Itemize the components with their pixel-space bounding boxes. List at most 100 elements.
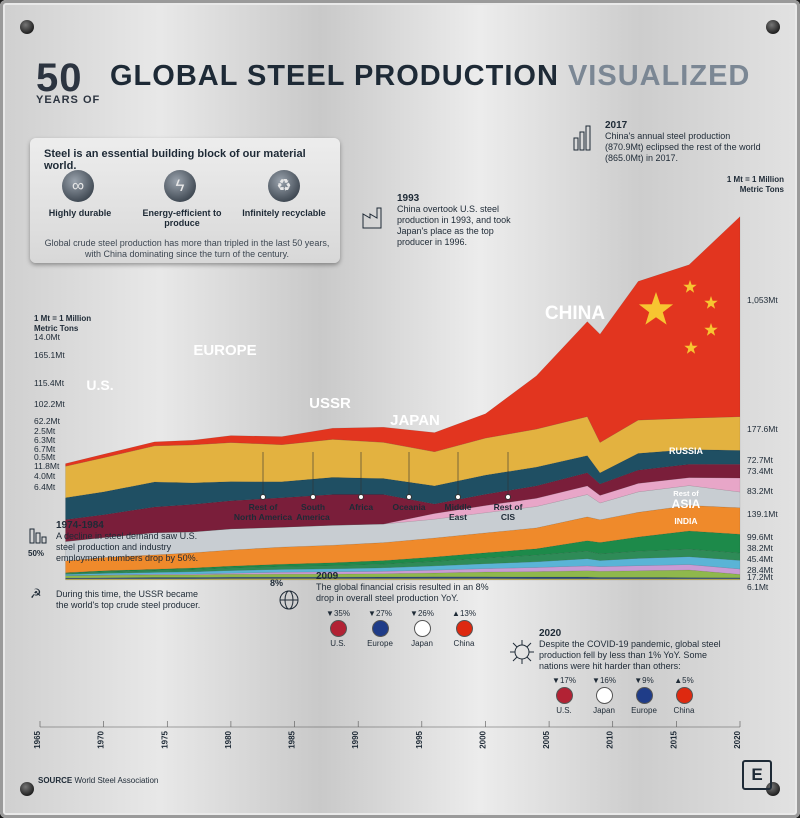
globe-icon: 8% xyxy=(270,578,302,610)
end-value-label: 72.7Mt xyxy=(747,455,774,465)
region-label: East xyxy=(449,512,467,522)
chart-rising-icon xyxy=(572,124,592,152)
flag-icon xyxy=(455,620,473,637)
region-label: Oceania xyxy=(392,502,425,512)
end-value-label: 38.2Mt xyxy=(747,543,774,553)
chain-link-icon: ∞ xyxy=(62,170,94,202)
change-value: ▼16% xyxy=(592,676,616,685)
unit-label-right: 1 Mt = 1 Million Metric Tons xyxy=(726,175,784,194)
screw-icon xyxy=(766,20,780,34)
annotation-ussr: During this time, the USSR became the wo… xyxy=(56,589,201,610)
info-box: Steel is an essential building block of … xyxy=(30,138,340,263)
x-tick-label: 2005 xyxy=(542,730,551,748)
screw-icon xyxy=(20,782,34,796)
leader-dot xyxy=(455,494,461,500)
source-label: SOURCE xyxy=(38,776,73,785)
start-value-label: 14.0Mt xyxy=(34,332,61,342)
end-value-label: 73.4Mt xyxy=(747,466,774,476)
star-icon xyxy=(704,323,718,336)
country-name: Europe xyxy=(367,639,393,648)
band-label: RUSSIA xyxy=(669,446,704,456)
country-name: Japan xyxy=(411,639,433,648)
country-change: ▼26% Japan xyxy=(402,609,442,648)
flag-icon xyxy=(675,687,693,704)
flag-icon xyxy=(413,620,431,637)
recycle-icon: ♻ xyxy=(268,170,300,202)
country-name: Japan xyxy=(593,706,615,715)
area-series-rest-of-cis xyxy=(65,477,741,542)
info-footer: Global crude steel production has more t… xyxy=(44,238,330,259)
info-item-label: Infinitely recyclable xyxy=(242,208,326,218)
x-tick-label: 1970 xyxy=(97,730,106,748)
annotation-badge: 8% xyxy=(270,578,284,588)
change-value: ▼26% xyxy=(410,609,434,618)
x-tick-label: 1965 xyxy=(33,730,42,748)
decline-chart-icon: 50% xyxy=(28,525,54,559)
publisher-logo: E xyxy=(742,760,772,790)
region-label: South xyxy=(301,502,325,512)
info-item-label: Energy-efficient to produce xyxy=(142,208,222,228)
annotation-2017: 2017 China's annual steel production (87… xyxy=(605,120,765,164)
screw-icon xyxy=(20,20,34,34)
title-part-a: GLOBAL STEEL PRODUCTION xyxy=(110,60,559,92)
annotation-year: 2017 xyxy=(605,120,628,131)
leader-dot xyxy=(260,494,266,500)
end-value-label: 28.4Mt xyxy=(747,565,774,575)
area-series-rest-of-asia xyxy=(65,505,741,573)
start-value-label: 6.3Mt xyxy=(34,435,56,445)
region-label: Middle xyxy=(445,502,472,512)
band-label: JAPAN xyxy=(390,412,440,429)
end-value-label: 45.4Mt xyxy=(747,554,774,564)
region-label: North America xyxy=(234,512,293,522)
start-value-label: 6.4Mt xyxy=(34,482,56,492)
virus-icon xyxy=(508,638,536,666)
area-series-u-s- xyxy=(65,449,741,520)
star-icon xyxy=(704,296,718,309)
leader-dot xyxy=(505,494,511,500)
country-change: ▲13% China xyxy=(444,609,484,648)
annotation-year: 1993 xyxy=(397,193,420,204)
info-heading: Steel is an essential building block of … xyxy=(44,148,306,172)
region-label: Rest of xyxy=(249,502,278,512)
country-name: U.S. xyxy=(556,706,572,715)
band-label: ASIA xyxy=(672,497,701,511)
source-text: World Steel Association xyxy=(74,776,159,785)
start-value-label: 11.8Mt xyxy=(34,461,60,471)
annotation-1993: 1993 China overtook U.S. steel productio… xyxy=(397,193,527,248)
source-note: SOURCE World Steel Association xyxy=(38,776,158,785)
annotation-text: The global financial crisis resulted in … xyxy=(316,582,489,603)
leader-dot xyxy=(406,494,412,500)
screw-icon xyxy=(766,782,780,796)
annotation-year: 2020 xyxy=(539,628,562,639)
x-tick-label: 1980 xyxy=(224,730,233,748)
country-change: ▼16% Japan xyxy=(584,676,624,715)
country-change: ▼35% U.S. xyxy=(318,609,358,648)
x-tick-label: 2000 xyxy=(478,730,487,748)
band-label: CHINA xyxy=(545,303,605,324)
annotation-badge: 50% xyxy=(28,549,45,558)
end-value-label: 83.2Mt xyxy=(747,486,774,496)
region-label: CIS xyxy=(501,512,516,522)
factory-icon xyxy=(360,200,390,230)
end-value-label: 139.1Mt xyxy=(747,509,778,519)
flag-icon xyxy=(595,687,613,704)
end-value-label: 99.6Mt xyxy=(747,532,774,542)
change-value: ▲13% xyxy=(452,609,476,618)
star-icon xyxy=(684,341,698,354)
star-icon xyxy=(638,292,674,325)
annotation-2020: 2020 Despite the COVID-19 pandemic, glob… xyxy=(539,628,734,672)
start-value-label: 2.5Mt xyxy=(34,426,56,436)
x-tick-label: 1995 xyxy=(415,730,424,748)
x-tick-label: 2010 xyxy=(606,730,615,748)
country-name: Europe xyxy=(631,706,657,715)
leader-dot xyxy=(358,494,364,500)
end-value-label: 17.2Mt xyxy=(747,572,774,582)
start-value-label: 4.0Mt xyxy=(34,471,56,481)
start-value-label: 62.2Mt xyxy=(34,416,61,426)
annotation-2009: 2009 The global financial crisis resulte… xyxy=(316,571,506,604)
x-tick-label: 1990 xyxy=(351,730,360,748)
end-value-label: 6.1Mt xyxy=(747,582,769,592)
x-tick-label: 2015 xyxy=(669,730,678,748)
country-change: ▼9% Europe xyxy=(624,676,664,715)
